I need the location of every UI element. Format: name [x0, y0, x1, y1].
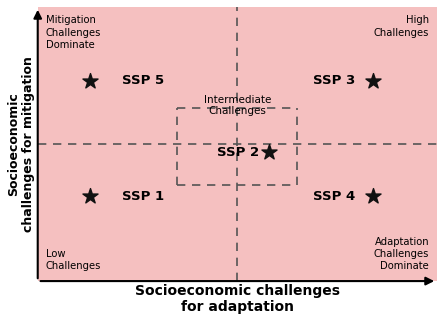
Text: SSP 2: SSP 2	[218, 146, 260, 159]
Text: SSP 1: SSP 1	[122, 190, 164, 203]
Text: SSP 3: SSP 3	[313, 74, 356, 87]
Text: Low
Challenges: Low Challenges	[46, 249, 101, 272]
Text: SSP 5: SSP 5	[122, 74, 164, 87]
Point	[266, 150, 273, 155]
Text: Adaptation
Challenges
Dominate: Adaptation Challenges Dominate	[374, 237, 429, 272]
Point	[369, 194, 377, 199]
X-axis label: Socioeconomic challenges
for adaptation: Socioeconomic challenges for adaptation	[135, 284, 340, 314]
Point	[369, 78, 377, 83]
Text: Mitigation
Challenges
Dominate: Mitigation Challenges Dominate	[46, 15, 101, 50]
Text: Intermediate
Challenges: Intermediate Challenges	[204, 95, 271, 116]
Text: High
Challenges: High Challenges	[374, 15, 429, 38]
Point	[86, 78, 93, 83]
Y-axis label: Socioeconomic
challenges for mitigation: Socioeconomic challenges for mitigation	[7, 56, 35, 232]
Text: SSP 4: SSP 4	[313, 190, 356, 203]
Point	[86, 194, 93, 199]
